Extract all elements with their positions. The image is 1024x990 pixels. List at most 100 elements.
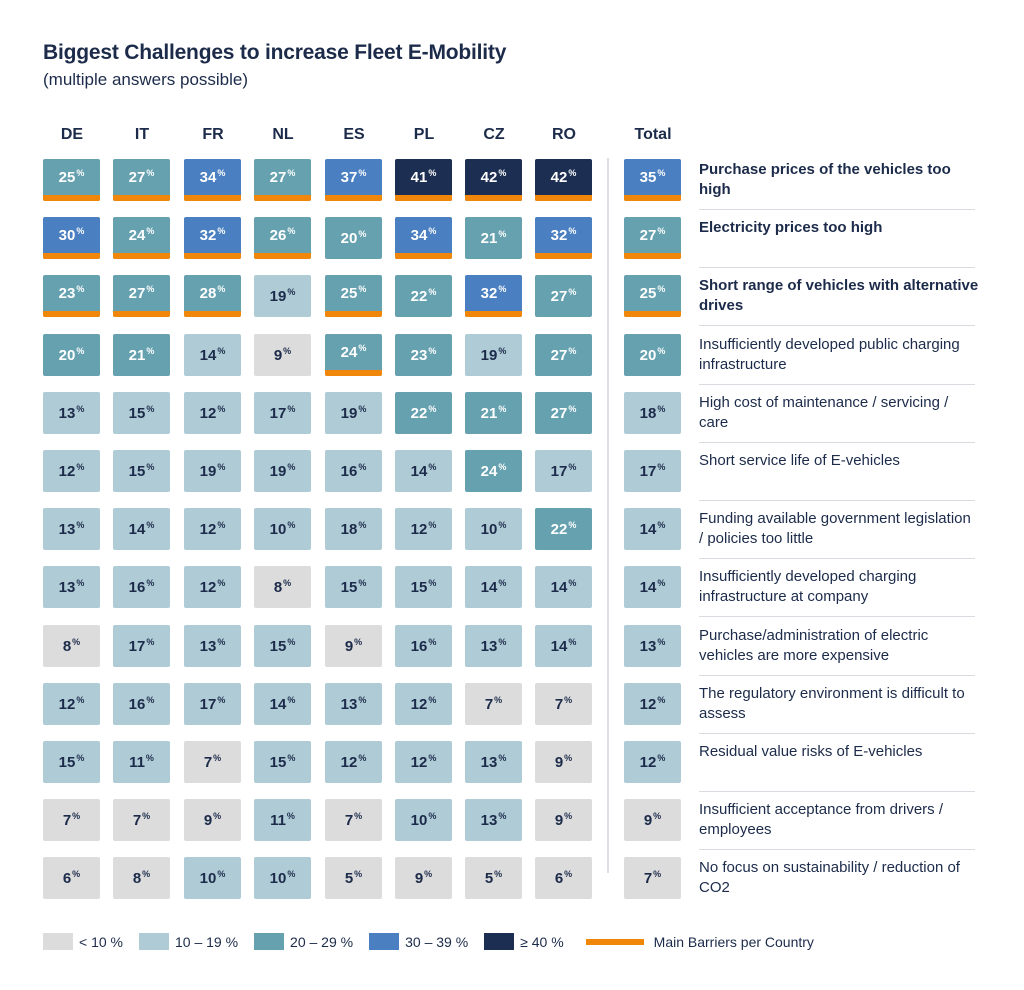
tile-value: 9% <box>643 811 662 829</box>
row-separator <box>699 442 975 443</box>
cell-cz: 13% <box>465 799 522 841</box>
tile-value: 12% <box>199 404 226 422</box>
tile-value: 11% <box>129 753 154 771</box>
cell-it: 27% <box>113 159 170 201</box>
cell-total: 17% <box>624 450 681 492</box>
cell-cz: 13% <box>465 625 522 667</box>
tile-value: 20% <box>340 229 367 247</box>
cell-it: 17% <box>113 625 170 667</box>
cell-nl: 15% <box>254 741 311 783</box>
cell-pl: 12% <box>395 508 452 550</box>
cell-total: 7% <box>624 857 681 899</box>
tile-value: 32% <box>199 226 226 244</box>
tile-value: 34% <box>199 168 226 186</box>
tile-value: 14% <box>550 637 577 655</box>
cell-cz: 13% <box>465 741 522 783</box>
cell-ro: 6% <box>535 857 592 899</box>
cell-ro: 7% <box>535 683 592 725</box>
cell-pl: 14% <box>395 450 452 492</box>
cell-ro: 14% <box>535 566 592 608</box>
tile-value: 14% <box>639 520 666 538</box>
cell-cz: 32% <box>465 275 522 317</box>
cell-pl: 12% <box>395 741 452 783</box>
cell-total: 9% <box>624 799 681 841</box>
tile-value: 9% <box>414 869 433 887</box>
tile-value: 6% <box>554 869 573 887</box>
tile-value: 7% <box>554 695 573 713</box>
tile-value: 10% <box>269 869 296 887</box>
tile-value: 22% <box>410 287 437 305</box>
legend-label: 10 – 19 % <box>174 933 239 950</box>
cell-ro: 27% <box>535 392 592 434</box>
column-header-pl: PL <box>413 126 435 143</box>
cell-fr: 14% <box>184 334 241 376</box>
tile-value: 27% <box>550 346 577 364</box>
tile-value: 18% <box>340 520 367 538</box>
cell-pl: 10% <box>395 799 452 841</box>
tile-value: 25% <box>340 284 367 302</box>
cell-nl: 19% <box>254 275 311 317</box>
cell-de: 15% <box>43 741 100 783</box>
row-separator <box>699 325 975 326</box>
tile-value: 15% <box>410 578 437 596</box>
tile-value: 27% <box>550 404 577 422</box>
cell-cz: 42% <box>465 159 522 201</box>
tile-value: 10% <box>480 520 507 538</box>
cell-ro: 14% <box>535 625 592 667</box>
row-separator <box>699 384 975 385</box>
column-header-fr: FR <box>202 126 224 143</box>
tile-value: 13% <box>340 695 367 713</box>
tile-value: 18% <box>639 404 666 422</box>
cell-ro: 17% <box>535 450 592 492</box>
tile-value: 27% <box>550 287 577 305</box>
tile-value: 22% <box>410 404 437 422</box>
tile-value: 15% <box>128 462 155 480</box>
cell-fr: 32% <box>184 217 241 259</box>
tile-value: 25% <box>58 168 85 186</box>
tile-value: 15% <box>269 753 296 771</box>
cell-es: 19% <box>325 392 382 434</box>
cell-it: 27% <box>113 275 170 317</box>
cell-cz: 24% <box>465 450 522 492</box>
tile-value: 16% <box>128 578 155 596</box>
tile-value: 15% <box>58 753 85 771</box>
tile-value: 17% <box>639 462 666 480</box>
cell-es: 7% <box>325 799 382 841</box>
tile-value: 19% <box>269 462 296 480</box>
chart-title: Biggest Challenges to increase Fleet E-M… <box>43 41 507 64</box>
tile-value: 19% <box>269 287 296 305</box>
tile-value: 11% <box>270 811 295 829</box>
row-label: Funding available government legislation… <box>699 510 971 547</box>
row-separator <box>699 733 975 734</box>
tile-value: 17% <box>128 637 155 655</box>
tile-value: 20% <box>639 346 666 364</box>
tile-value: 19% <box>199 462 226 480</box>
tile-value: 34% <box>410 226 437 244</box>
cell-pl: 22% <box>395 392 452 434</box>
tile-value: 12% <box>199 578 226 596</box>
cell-pl: 15% <box>395 566 452 608</box>
tile-value: 13% <box>480 811 507 829</box>
row-label: Short service life of E-vehicles <box>699 452 900 469</box>
tile-value: 17% <box>199 695 226 713</box>
tile-value: 9% <box>554 753 573 771</box>
tile-value: 24% <box>128 226 155 244</box>
cell-it: 14% <box>113 508 170 550</box>
legend-item: 10 – 19 % <box>138 933 239 950</box>
cell-nl: 19% <box>254 450 311 492</box>
cell-de: 25% <box>43 159 100 201</box>
tile-value: 9% <box>273 346 292 364</box>
cell-total: 35% <box>624 159 681 201</box>
tile-value: 8% <box>132 869 151 887</box>
legend-swatch <box>43 933 73 950</box>
tile-value: 14% <box>199 346 226 364</box>
tile-value: 9% <box>554 811 573 829</box>
cell-it: 15% <box>113 450 170 492</box>
cell-cz: 10% <box>465 508 522 550</box>
cell-fr: 34% <box>184 159 241 201</box>
tile-value: 25% <box>639 284 666 302</box>
tile-value: 17% <box>550 462 577 480</box>
tile-value: 12% <box>340 753 367 771</box>
tile-value: 23% <box>410 346 437 364</box>
row-label: No focus on sustainability / reduction o… <box>699 859 960 896</box>
